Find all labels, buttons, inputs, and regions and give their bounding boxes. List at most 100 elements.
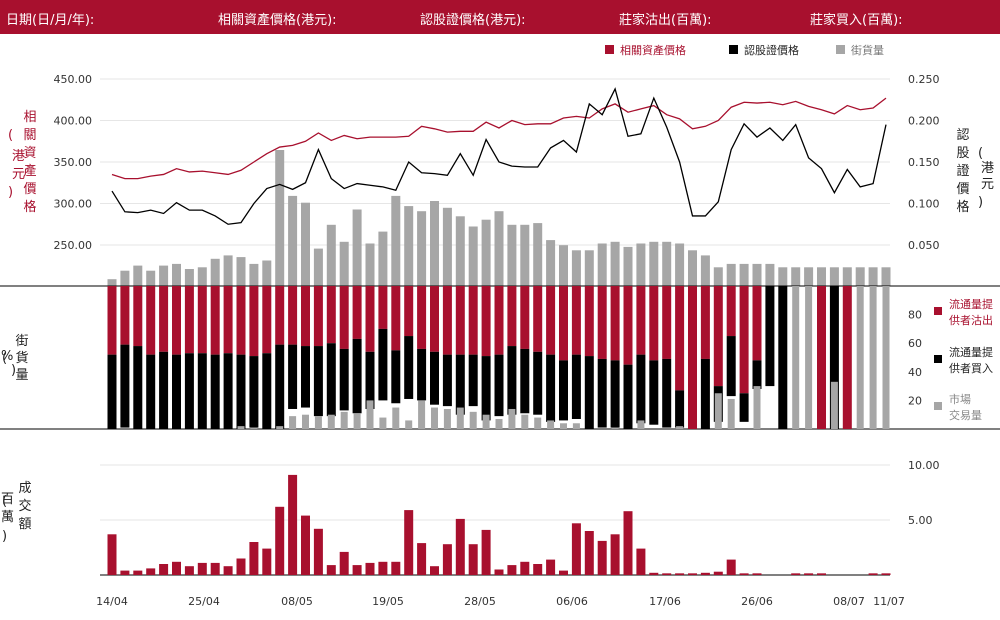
pct-market-bar <box>482 414 490 429</box>
pct-market-bar <box>727 398 735 429</box>
pct-legend-label: 供者買入 <box>949 361 993 375</box>
pct-market-bar <box>508 408 516 429</box>
pct-buy-bar <box>146 354 156 429</box>
outstanding-bar <box>184 269 194 286</box>
outstanding-bar <box>365 243 375 286</box>
pct-buy-bar <box>468 354 478 407</box>
pct-buy-bar <box>249 356 259 428</box>
pct-sell-bar <box>404 286 414 337</box>
pct-buy-bar <box>236 354 246 429</box>
pct-buy-bar <box>223 353 233 429</box>
pct-market-bar <box>714 393 722 429</box>
pct-market-bar <box>869 286 877 429</box>
pct-buy-bar <box>404 336 414 399</box>
right-axis-paren: ) <box>978 195 983 210</box>
turnover-axis-label: 額 <box>18 517 31 532</box>
pct-sell-bar <box>223 286 233 354</box>
pct-buy-bar <box>636 354 646 424</box>
outstanding-bar <box>559 245 568 286</box>
left-axis-label: 相 <box>23 110 36 125</box>
turnover-axis-label: 交 <box>18 498 31 514</box>
outstanding-bar <box>339 241 349 286</box>
pct-market-bar <box>379 417 387 429</box>
pct-buy-bar <box>481 356 491 421</box>
turnover-bar <box>365 562 375 575</box>
legend-label: 相關資產價格 <box>620 43 686 57</box>
outstanding-bar <box>326 224 336 286</box>
outstanding-bar <box>442 207 452 286</box>
pct-buy-bar <box>559 360 568 421</box>
pct-axis-label: 貨 <box>15 350 28 366</box>
pct-buy-bar <box>597 358 607 428</box>
pct-buy-bar <box>262 353 272 429</box>
turnover-bar <box>197 562 207 575</box>
outstanding-bar <box>533 223 543 286</box>
outstanding-bar <box>520 224 530 286</box>
outstanding-bar <box>765 263 775 286</box>
outstanding-bar <box>804 267 814 286</box>
pct-buy-bar <box>210 354 220 429</box>
outstanding-bar <box>172 263 181 286</box>
pct-sell-bar <box>481 286 491 357</box>
turnover-bar <box>468 544 478 575</box>
x-axis-date-label: 08/05 <box>281 595 313 608</box>
left-axis-unit: 港 <box>12 149 25 164</box>
pct-buy-bar <box>726 336 736 397</box>
turnover-bar <box>636 548 646 575</box>
pct-sell-bar <box>133 286 143 347</box>
pct-sell-bar <box>752 286 762 361</box>
outstanding-bar <box>842 267 852 286</box>
turnover-bar <box>752 573 762 575</box>
pct-sell-bar <box>172 286 181 355</box>
outstanding-bar <box>223 255 233 286</box>
pct-market-bar <box>405 420 413 429</box>
pct-sell-bar <box>597 286 607 359</box>
turnover-bar <box>301 515 310 575</box>
turnover-bar <box>339 551 349 575</box>
pct-sell-bar <box>365 286 375 352</box>
outstanding-bar <box>662 241 672 286</box>
right-axis-tick-label: 0.250 <box>908 73 940 86</box>
pct-sell-bar <box>713 286 723 387</box>
left-axis-tick-label: 350.00 <box>54 156 93 169</box>
pct-buy-bar <box>133 346 143 429</box>
pct-axis-label: 街 <box>15 334 28 349</box>
outstanding-bar <box>817 267 826 286</box>
pct-tick-label: 20 <box>908 394 922 407</box>
outstanding-bar <box>752 263 762 286</box>
turnover-bar <box>120 570 130 575</box>
turnover-bar <box>868 573 878 575</box>
pct-market-bar <box>637 420 645 429</box>
turnover-bar <box>881 573 891 575</box>
outstanding-bar <box>468 226 478 286</box>
x-axis-date-label: 14/04 <box>96 595 128 608</box>
pct-buy-bar <box>675 390 685 428</box>
pct-buy-bar <box>494 354 504 417</box>
pct-sell-bar <box>197 286 207 354</box>
outstanding-bar <box>275 150 285 286</box>
turnover-bar <box>326 565 336 575</box>
turnover-bar <box>223 566 233 575</box>
pct-sell-bar <box>326 286 336 344</box>
x-axis-date-label: 08/07 <box>833 595 865 608</box>
right-axis-unit: 港 <box>981 161 994 176</box>
turnover-bar <box>507 565 517 575</box>
header-bar: 日期(日/月/年): 相關資產價格(港元): 認股證價格(港元): 莊家沽出(百… <box>0 0 1000 34</box>
pct-legend-label: 交易量 <box>949 408 982 422</box>
outstanding-bar <box>404 206 414 286</box>
turnover-bar <box>172 561 181 575</box>
turnover-bar <box>623 511 633 575</box>
pct-sell-bar <box>262 286 272 354</box>
pct-market-bar <box>443 408 451 429</box>
pct-buy-bar <box>172 354 181 429</box>
turnover-axis-paren: ( <box>2 494 7 509</box>
pct-buy-bar <box>275 344 285 429</box>
turnover-bar <box>146 568 156 575</box>
pct-market-bar <box>830 381 838 429</box>
right-axis-tick-label: 0.200 <box>908 115 940 128</box>
pct-sell-bar <box>455 286 465 355</box>
pct-market-bar <box>302 414 309 429</box>
turnover-bar <box>494 569 504 575</box>
outstanding-bar <box>700 255 710 286</box>
pct-sell-bar <box>417 286 427 349</box>
